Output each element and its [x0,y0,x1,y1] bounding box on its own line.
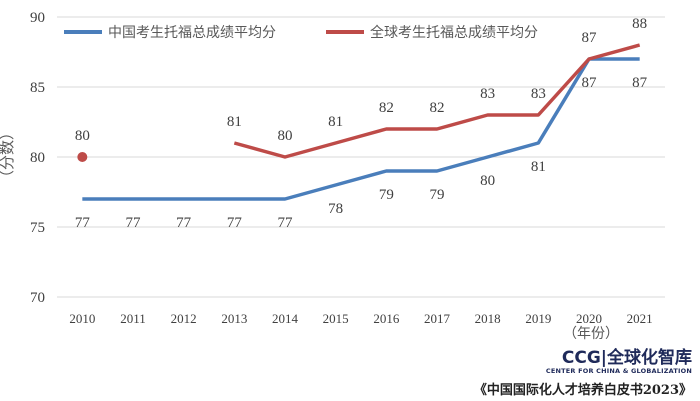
data-label: 80 [75,128,90,144]
x-tick-label: 2021 [627,311,653,326]
data-point [77,152,88,162]
data-label: 82 [430,100,445,116]
logo-main: CCG|全球化智库 [561,348,692,368]
x-tick-label: 2014 [272,311,299,326]
data-label: 78 [328,201,343,217]
data-label: 82 [379,100,394,116]
data-label: 77 [75,215,91,231]
y-tick-label: 90 [30,10,45,26]
data-label: 83 [480,86,495,102]
x-axis-label: （年份） [563,326,619,342]
ccg-logo: CCG|全球化智库 CENTER FOR CHINA & GLOBALIZATI… [546,349,692,375]
data-label: 77 [126,215,142,231]
x-tick-label: 2010 [69,311,95,326]
y-tick-label: 75 [30,220,45,236]
data-label: 83 [531,86,546,102]
series-line-china [82,57,640,201]
data-label: 81 [328,114,343,130]
y-tick-label: 70 [30,290,45,306]
x-tick-label: 2016 [373,311,400,326]
x-tick-label: 2012 [171,311,197,326]
data-label: 77 [176,215,192,231]
data-label: 77 [278,215,294,231]
data-label: 79 [430,187,445,203]
data-label: 81 [227,114,242,130]
x-tick-label: 2019 [525,311,551,326]
data-label: 87 [632,75,648,91]
data-label: 80 [278,128,293,144]
y-tick-label: 85 [30,80,45,96]
data-label: 80 [480,173,495,189]
legend-label: 全球考生托福总成绩平均分 [370,24,538,41]
x-tick-label: 2011 [120,311,146,326]
x-tick-label: 2015 [323,311,349,326]
legend-label: 中国考生托福总成绩平均分 [108,25,276,41]
data-label: 88 [632,16,647,32]
x-tick-label: 2020 [576,311,602,326]
data-label: 77 [227,215,243,231]
data-label: 87 [582,75,598,91]
y-axis-label: （分数） [0,125,16,185]
x-tick-label: 2018 [475,311,501,326]
series-line-global [233,43,641,159]
data-label: 87 [582,30,598,46]
source-caption: 《中国国际化人才培养白皮书2023》 [473,383,692,398]
data-label: 79 [379,187,394,203]
data-label: 81 [531,159,546,175]
logo-sub: CENTER FOR CHINA & GLOBALIZATION [545,367,692,375]
x-tick-label: 2013 [221,311,247,326]
x-tick-label: 2017 [424,311,451,326]
y-tick-label: 80 [30,150,45,166]
